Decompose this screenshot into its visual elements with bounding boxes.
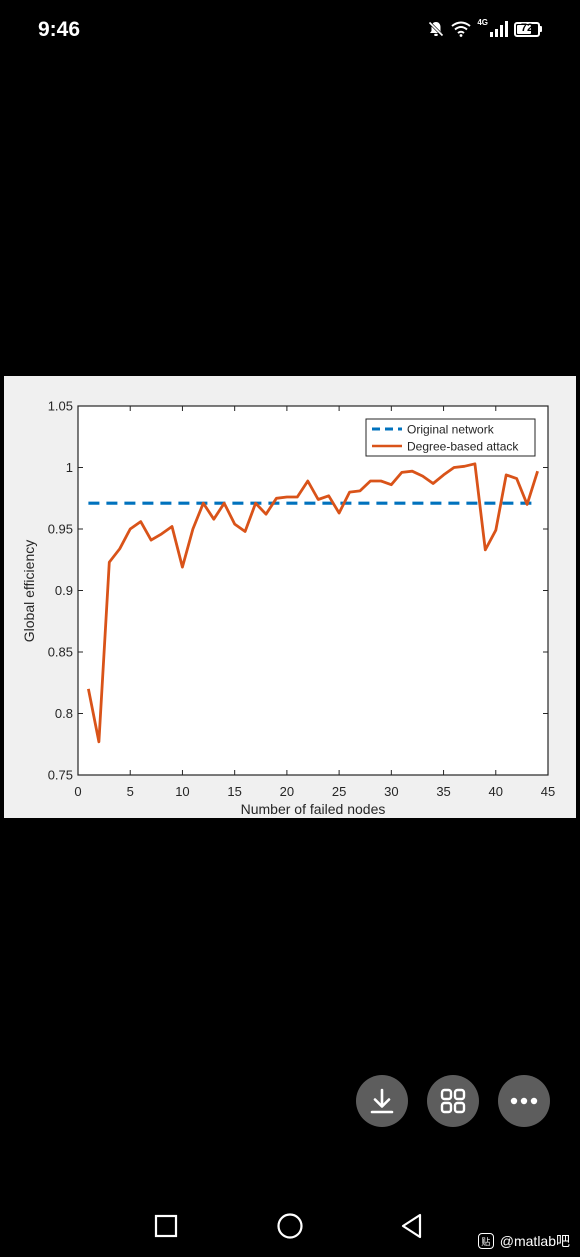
battery-level: 72 (520, 21, 534, 34)
y-tick-label: 0.9 (55, 583, 73, 598)
status-time: 9:46 (38, 18, 81, 41)
chart-figure: 0 5 10 15 20 25 30 35 40 45 0.75 0.8 0.85 0.9 0.95 1 1.… (4, 376, 576, 818)
bell-off-icon (427, 20, 445, 38)
y-tick-label: 0.95 (48, 522, 73, 537)
line-chart: 0 5 10 15 20 25 30 35 40 45 0.75 0.8 0.85 0.9 0.95 1 1.… (21, 399, 555, 818)
download-icon (370, 1088, 394, 1114)
y-tick-label: 0.75 (48, 768, 73, 783)
home-button[interactable] (274, 1210, 306, 1242)
tieba-logo-icon: 贴 (477, 1233, 494, 1249)
status-icons: 4G 72 (427, 17, 542, 38)
x-tick-label: 15 (227, 784, 241, 799)
legend-box (365, 418, 536, 457)
x-tick-label: 10 (175, 784, 189, 799)
y-axis-label: Global efficiency (21, 540, 37, 642)
grid-icon (440, 1088, 466, 1114)
status-bar: 9:46 4G (0, 0, 580, 62)
more-options-button[interactable] (498, 1075, 550, 1127)
back-button[interactable] (396, 1210, 428, 1242)
x-axis-label: Number of failed nodes (241, 801, 386, 817)
recent-apps-button[interactable] (150, 1210, 182, 1242)
download-button[interactable] (356, 1075, 408, 1127)
x-tick-label: 0 (74, 784, 81, 799)
plot-area (78, 406, 548, 775)
y-tick-label: 1.05 (48, 399, 73, 414)
network-type: 4G (477, 17, 488, 27)
watermark: 贴 @matlab吧 (477, 1231, 570, 1251)
y-tick-label: 0.8 (55, 706, 73, 721)
x-tick-label: 20 (280, 784, 294, 799)
x-tick-label: 25 (332, 784, 346, 799)
x-tick-label: 35 (436, 784, 450, 799)
y-tick-label: 0.85 (48, 645, 73, 660)
watermark-text: @matlab吧 (499, 1233, 570, 1249)
axes-box (77, 405, 549, 776)
signal-icon (490, 21, 508, 37)
wifi-icon (451, 21, 471, 37)
series-degree-based-attack-line (87, 462, 539, 744)
home-icon (277, 1213, 303, 1239)
recent-apps-icon (154, 1214, 178, 1238)
battery-fill (517, 24, 532, 34)
x-tick-label: 45 (541, 784, 555, 799)
y-tick-label: 1 (66, 460, 73, 475)
x-tick-label: 5 (127, 784, 134, 799)
legend-label-original-network: Original network (407, 423, 495, 437)
navigation-bar: 贴 @matlab吧 (0, 1196, 580, 1257)
y-axis: 0.75 0.8 0.85 0.9 0.95 1 1.05 (48, 399, 548, 783)
x-tick-label: 40 (489, 784, 503, 799)
x-axis: 0 5 10 15 20 25 30 35 40 45 (74, 406, 555, 799)
legend: Original network Degree-based attack (365, 418, 536, 457)
x-tick-label: 30 (384, 784, 398, 799)
battery-icon: 72 (514, 21, 542, 37)
legend-label-degree-based-attack: Degree-based attack (407, 440, 519, 454)
back-icon (401, 1213, 422, 1239)
more-icon (510, 1097, 538, 1105)
grid-button[interactable] (427, 1075, 479, 1127)
